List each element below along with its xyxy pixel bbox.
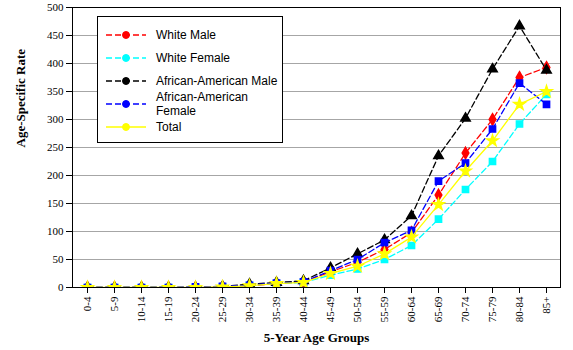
svg-text:35-39: 35-39 [270,296,282,322]
svg-text:85+: 85+ [540,297,552,314]
svg-text:15-19: 15-19 [162,296,174,322]
svg-text:65-69: 65-69 [432,296,444,322]
svg-text:40-44: 40-44 [297,296,309,322]
html-text:African-American Female: African-American Female [156,89,248,118]
svg-text:80-84: 80-84 [513,296,525,322]
svg-text:20-24: 20-24 [189,296,201,322]
svg-text:0: 0 [58,281,64,293]
svg-text:400: 400 [47,57,64,69]
svg-text:25-29: 25-29 [216,296,228,322]
svg-text:450: 450 [47,29,64,41]
svg-text:50-54: 50-54 [351,296,363,322]
svg-text:250: 250 [47,141,64,153]
svg-text:30-34: 30-34 [243,296,255,322]
html-text:African-American Male: African-American Male [156,73,278,88]
svg-text:0-4: 0-4 [81,296,93,311]
svg-text:100: 100 [47,225,64,237]
svg-text:150: 150 [47,197,64,209]
html-text:White Male: White Male [156,27,216,42]
svg-text:350: 350 [47,85,64,97]
svg-text:Age-Specific Rate: Age-Specific Rate [13,49,28,148]
svg-text:45-49: 45-49 [324,296,336,322]
html-text:Total: Total [156,119,182,134]
svg-text:70-74: 70-74 [459,296,471,322]
svg-text:75-79: 75-79 [486,296,498,322]
html-text:White Female: White Female [156,50,230,65]
svg-text:55-59: 55-59 [378,296,390,322]
svg-text:60-64: 60-64 [405,296,417,322]
svg-text:300: 300 [47,113,64,125]
svg-text:500: 500 [47,1,64,13]
svg-text:50: 50 [53,253,65,265]
svg-text:10-14: 10-14 [135,296,147,322]
svg-text:200: 200 [47,169,64,181]
svg-text:5-Year Age Groups: 5-Year Age Groups [264,330,370,345]
svg-text:5-9: 5-9 [108,296,120,311]
